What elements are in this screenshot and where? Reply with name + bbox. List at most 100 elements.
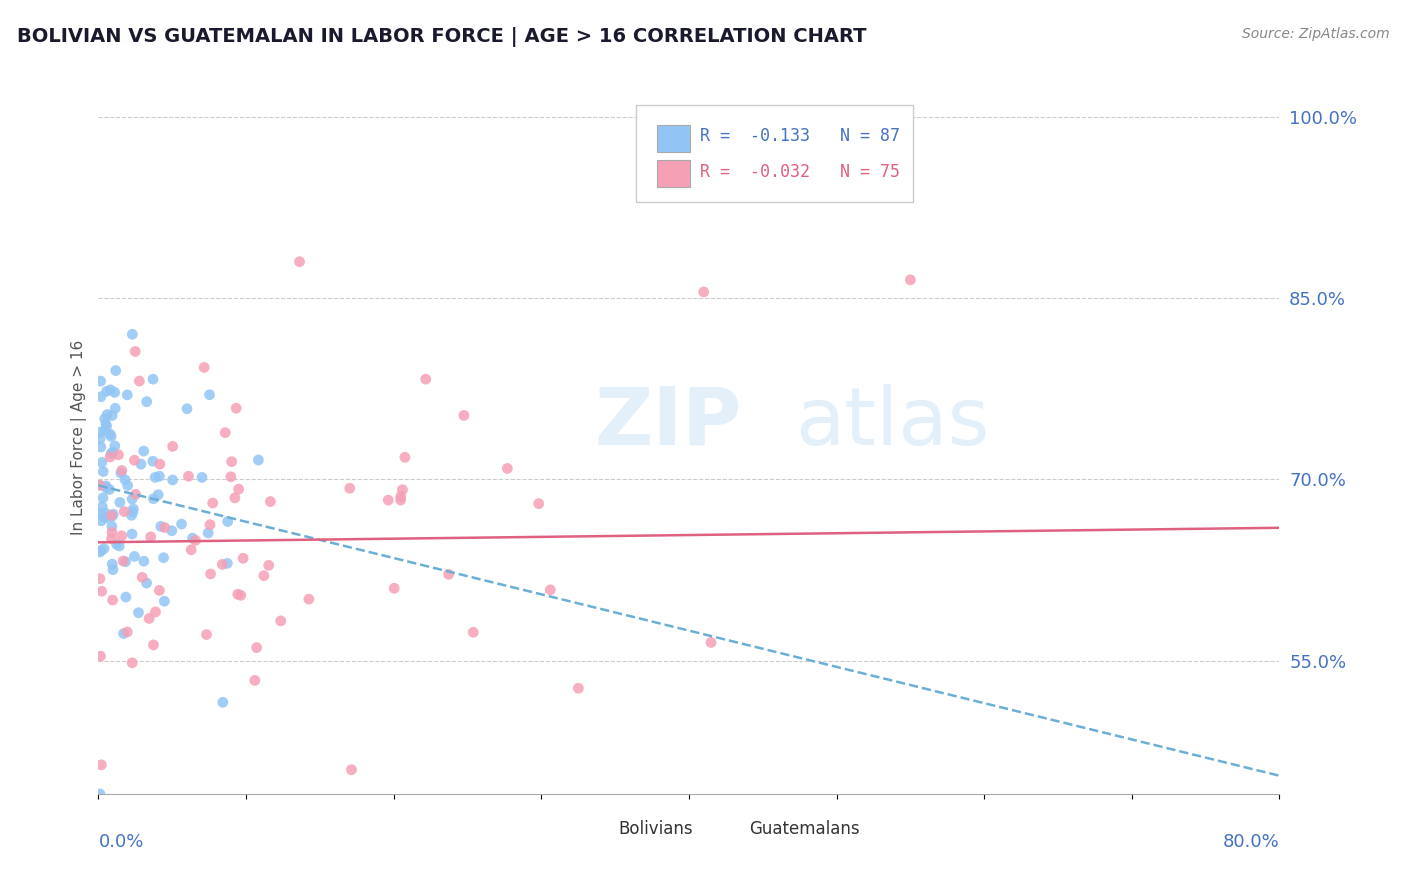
Point [135,576,157,591]
Point [121,508,143,523]
Point [94,417,117,431]
Point [257,558,280,573]
Point [463,625,485,640]
Point [104,363,127,377]
Point [89,649,111,664]
Point [91,491,114,505]
Point [89,507,111,521]
Point [193,360,215,375]
Point [142,372,165,386]
Text: R =  -0.032   N = 75: R = -0.032 N = 75 [700,162,900,180]
Point [121,327,143,342]
Point [98,483,121,497]
Text: 80.0%: 80.0% [1223,833,1279,851]
Point [89,478,111,492]
Point [100,508,122,523]
Point [211,558,233,572]
Point [101,409,124,423]
Point [111,463,134,477]
Point [170,517,193,532]
Point [139,530,162,544]
Point [90,390,112,404]
Point [112,554,135,568]
Point [93,411,115,425]
Point [389,493,412,508]
Point [111,529,134,543]
Point [391,483,413,497]
Point [162,473,184,487]
Point [538,582,561,597]
Point [135,394,157,409]
Point [122,505,145,519]
Point [124,453,146,467]
Bar [718,817,744,840]
Point [259,494,281,508]
Point [225,401,247,416]
Point [94,510,117,524]
Point [201,496,224,510]
Point [93,541,115,556]
Point [121,527,143,541]
Point [437,567,460,582]
Point [148,488,170,502]
Point [121,491,143,506]
Bar [657,161,690,187]
Text: Guatemalans: Guatemalans [749,820,860,838]
Point [214,425,236,440]
Point [377,493,399,508]
Point [246,640,269,655]
Point [96,408,118,422]
Point [153,594,176,608]
Point [101,557,124,571]
Point [131,570,153,584]
Point [148,469,170,483]
Point [180,542,202,557]
Point [900,273,922,287]
Point [191,470,214,484]
Point [232,551,254,566]
Point [142,491,165,506]
Point [247,453,270,467]
Point [217,515,239,529]
Point [340,763,363,777]
Point [104,401,127,416]
Point [96,384,118,399]
Point [114,555,136,569]
Point [101,509,124,524]
Text: Source: ZipAtlas.com: Source: ZipAtlas.com [1241,27,1389,41]
Point [200,566,222,581]
FancyBboxPatch shape [636,105,914,202]
Point [124,487,146,501]
Point [108,539,131,553]
Point [228,482,250,496]
Point [298,592,321,607]
Point [138,611,160,625]
Point [90,757,112,772]
Point [114,473,136,487]
Point [89,478,111,492]
Point [382,582,405,596]
Point [243,673,266,688]
Point [453,409,475,423]
Point [101,519,124,533]
Point [128,606,150,620]
Point [389,490,412,504]
Point [90,514,112,528]
Point [152,550,174,565]
Point [93,509,115,524]
Point [176,401,198,416]
Point [117,624,139,639]
Point [177,469,200,483]
Point [142,454,165,468]
Point [567,681,589,696]
Point [91,500,114,514]
Point [148,583,170,598]
Bar [657,125,690,152]
Point [94,506,117,520]
Point [101,563,124,577]
Point [211,695,233,709]
Point [181,531,204,545]
Point [98,427,121,442]
Point [90,543,112,558]
Point [142,638,165,652]
